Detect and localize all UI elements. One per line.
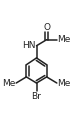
Text: Br: Br — [32, 92, 41, 101]
Text: O: O — [43, 23, 50, 31]
Text: Me: Me — [2, 79, 15, 87]
Text: Me: Me — [58, 79, 71, 87]
Text: HN: HN — [22, 41, 36, 50]
Text: Me: Me — [58, 35, 71, 44]
